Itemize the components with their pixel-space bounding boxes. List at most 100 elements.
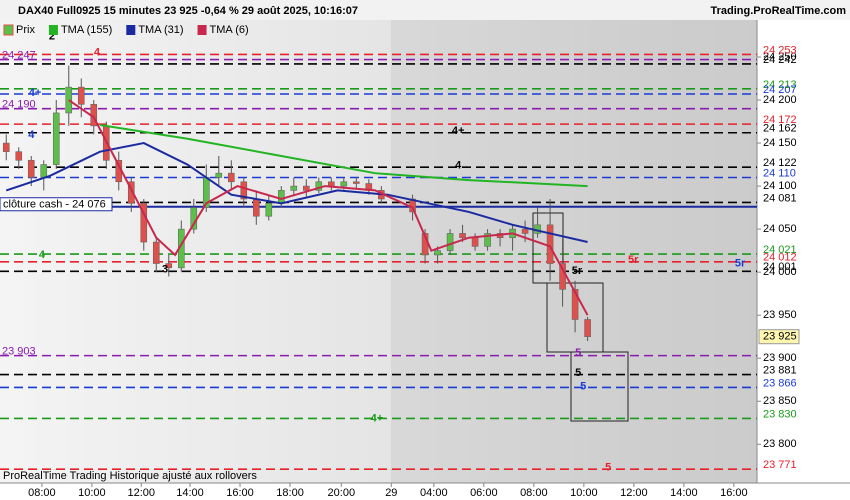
x-tick-label: 10:00 [78,487,106,499]
candle-body [77,86,85,105]
level-label: 23 771 [763,459,797,471]
candle-body [459,233,466,239]
zone-box [570,351,629,422]
annotation: 4 [28,129,35,141]
annotation: 4 [94,47,101,59]
x-tick-label: 14:00 [176,487,204,499]
level-label: 24 247 [2,49,36,61]
y-tick-label: 24 100 [763,180,797,192]
candle-body [127,181,135,204]
ma-line [5,142,588,244]
level-label: 23 830 [763,408,797,420]
candle-body [446,233,454,251]
x-tick-label: 08:00 [520,487,548,499]
level-label: 24 021 [763,244,797,256]
x-tick-label: 20:00 [328,487,356,499]
level-label: 24 110 [763,167,796,179]
level-label: 24 242 [763,54,797,66]
annotation: 5 [580,381,586,393]
annotation: 4 [455,159,462,171]
plot-background [0,20,757,483]
level-label: 24 122 [763,157,797,169]
x-tick-label: 04:00 [420,487,448,499]
annotation: 4+ [371,412,384,424]
annotation: 5 [605,461,611,473]
y-tick-label: 23 950 [763,309,797,321]
candle-body [584,319,591,337]
candle-body [340,181,348,187]
x-tick-label: 12:00 [620,487,648,499]
annotation: 5r [628,254,639,266]
candle-body [15,151,23,161]
candle-body [571,289,579,320]
candle-body [434,250,441,256]
candle-body [140,203,148,243]
annotation: 5 [575,347,581,359]
legend-label: TMA (31) [138,24,183,36]
level-label: 24 162 [763,123,797,135]
annotation: 5r [572,265,583,277]
candle-body [471,237,479,247]
x-tick-label: 12:00 [128,487,156,499]
ma-line [68,99,589,316]
x-tick-label: 29 [385,487,397,499]
session-shade [391,20,757,483]
ma-line [99,124,588,188]
candle-body [2,142,10,152]
candle-body [546,224,554,264]
candle-body [227,172,235,183]
annotation: 5 [575,367,581,379]
candle-body [252,198,260,217]
annotation: 4+ [29,87,42,99]
candle-body [303,185,310,191]
x-tick-label: 14:00 [670,487,698,499]
candle-body [484,233,491,247]
candle-body [277,190,285,204]
y-tick-label: 24 200 [763,94,797,106]
legend-label: TMA (155) [61,24,112,36]
legend-label: Prix [16,24,35,36]
level-label: 23 881 [763,364,797,376]
candle-body [521,228,529,234]
level-label: 23 866 [763,377,797,389]
candle-body [215,172,223,178]
x-tick-label: 10:00 [570,487,598,499]
x-tick-label: 18:00 [276,487,304,499]
legend-swatch [126,25,136,35]
y-tick-label: 24 250 [763,51,797,63]
footer: ProRealTime Trading Historique ajusté au… [3,470,257,482]
annotation: 3 [162,263,168,275]
level-label: 24 172 [763,114,797,126]
annotation: 2 [49,30,55,42]
y-tick-label: 23 850 [763,395,797,407]
y-tick-label: 23 900 [763,352,797,364]
level-label: 24 207 [763,84,797,96]
level-label: 24 190 [2,99,36,111]
candle-body [265,203,273,217]
candle-body [52,112,60,165]
candle-body [27,159,35,178]
level-label: 24 012 [763,252,797,264]
source: Trading.ProRealTime.com [710,5,846,17]
y-tick-label: 24 050 [763,223,797,235]
level-label: 23 903 [2,346,36,358]
level-label: 24 253 [763,44,797,56]
cash-close-label: clôture cash - 24 076 [3,199,106,211]
header-bar [0,0,850,20]
level-label: 24 001 [763,261,797,273]
annotation: 4+ [452,125,465,137]
candle-body [165,263,173,269]
annotation: 4 [39,249,46,261]
annotation: 5r [735,257,746,269]
chart-title: DAX40 Full0925 15 minutes 23 925 -0,64 %… [18,5,358,17]
y-tick-label: 24 000 [763,266,797,278]
x-tick-label: 06:00 [470,487,498,499]
x-tick-label: 16:00 [720,487,748,499]
cash-close-box [0,197,113,212]
candle-body [353,181,360,184]
legend-swatch [48,25,58,35]
legend-swatch [197,25,207,35]
legend-label: TMA (6) [210,24,249,36]
